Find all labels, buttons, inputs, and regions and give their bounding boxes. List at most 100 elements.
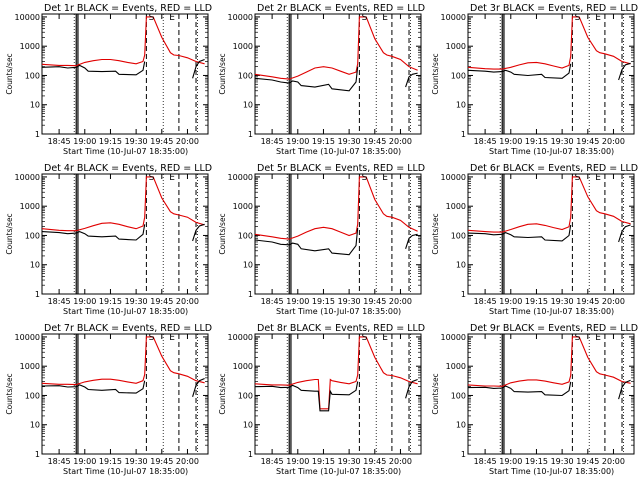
x-axis-label: Start Time (10-Jul-07 18:35:00)	[489, 467, 614, 476]
annotation-s: S	[149, 13, 155, 23]
x-tick-label: 19:30	[125, 137, 148, 146]
x-tick-label: 18:45	[48, 137, 71, 146]
chart-svg: Det 8r BLACK = Events, RED = LLD 1 10 100 10…	[218, 323, 425, 476]
chart-panel-5: Det 5r BLACK = Events, RED = LLD 1 10 100 10…	[213, 160, 426, 320]
series-line-lld	[41, 336, 205, 386]
series-line-lld	[254, 16, 418, 80]
x-tick-label: 19:45	[150, 137, 173, 146]
y-tick-label: 100	[25, 231, 40, 240]
annotation-e: E	[595, 13, 601, 23]
x-tick-label: 18:45	[474, 297, 497, 306]
plot-frame	[41, 173, 209, 295]
y-tick-label: 1	[461, 290, 466, 299]
series-line-events-end-	[618, 62, 631, 81]
annotation-s: S	[362, 333, 368, 343]
x-tick-label: 19:15	[99, 137, 122, 146]
chart-svg: Det 5r BLACK = Events, RED = LLD 1 10 100 10…	[218, 163, 425, 316]
y-tick-label: 1	[248, 290, 253, 299]
x-tick-label: 19:45	[363, 457, 386, 466]
x-tick-label: 19:30	[125, 457, 148, 466]
y-tick-label: 1	[35, 450, 40, 459]
x-axis-label: Start Time (10-Jul-07 18:35:00)	[276, 307, 401, 316]
series-line-lld	[467, 336, 631, 387]
chart-panel-1: Det 1r BLACK = Events, RED = LLD 1 10 100 10…	[0, 0, 213, 160]
chart-title: Det 6r BLACK = Events, RED = LLD	[470, 163, 638, 174]
y-tick-label: 100	[238, 231, 253, 240]
series-line-events-end-	[192, 223, 205, 242]
y-tick-label: 10000	[441, 173, 466, 182]
y-tick-label: 1000	[233, 42, 253, 51]
y-tick-label: 1000	[446, 362, 466, 371]
plot-frame	[254, 13, 422, 135]
annotation-e: E	[595, 333, 601, 343]
y-tick-label: 1	[248, 450, 253, 459]
x-axis-label: Start Time (10-Jul-07 18:35:00)	[63, 307, 188, 316]
x-tick-label: 19:15	[525, 457, 548, 466]
x-tick-label: 19:15	[525, 297, 548, 306]
x-tick-label: 20:00	[176, 137, 199, 146]
annotation-e: E	[382, 173, 388, 183]
chart-svg: Det 1r BLACK = Events, RED = LLD 1 10 100 10…	[5, 3, 212, 156]
x-tick-label: 18:45	[48, 297, 71, 306]
x-tick-label: 19:00	[499, 297, 522, 306]
plot-frame	[467, 173, 635, 295]
x-axis-label: Start Time (10-Jul-07 18:35:00)	[63, 467, 188, 476]
y-tick-label: 10000	[441, 13, 466, 22]
y-tick-label: 10	[243, 421, 253, 430]
y-tick-label: 100	[25, 71, 40, 80]
y-tick-label: 10	[456, 261, 466, 270]
y-tick-label: 100	[451, 231, 466, 240]
x-tick-label: 19:30	[551, 457, 574, 466]
chart-panel-8: Det 8r BLACK = Events, RED = LLD 1 10 100 10…	[213, 320, 426, 480]
x-axis-label: Start Time (10-Jul-07 18:35:00)	[276, 147, 401, 156]
y-axis-label: Counts/sec	[431, 213, 440, 254]
series-line-lld	[467, 176, 631, 233]
x-tick-label: 18:45	[261, 457, 284, 466]
y-axis-label: Counts/sec	[218, 373, 227, 414]
series-line-events	[467, 63, 572, 79]
annotation-s: S	[362, 173, 368, 183]
y-axis-label: Counts/sec	[218, 53, 227, 94]
y-axis-label: Counts/sec	[431, 53, 440, 94]
x-tick-label: 19:45	[150, 297, 173, 306]
chart-panel-4: Det 4r BLACK = Events, RED = LLD 1 10 100 10…	[0, 160, 213, 320]
chart-title: Det 8r BLACK = Events, RED = LLD	[257, 323, 425, 334]
x-tick-label: 19:45	[576, 137, 599, 146]
x-tick-label: 19:30	[125, 297, 148, 306]
series-line-lld	[467, 16, 631, 70]
y-tick-label: 10	[456, 101, 466, 110]
y-tick-label: 10000	[15, 173, 40, 182]
y-tick-label: 1	[35, 130, 40, 139]
x-tick-label: 20:00	[389, 297, 412, 306]
x-tick-label: 20:00	[602, 297, 625, 306]
x-tick-label: 19:00	[286, 457, 309, 466]
chart-title: Det 1r BLACK = Events, RED = LLD	[44, 3, 212, 14]
y-axis-label: Counts/sec	[5, 53, 14, 94]
chart-panel-3: Det 3r BLACK = Events, RED = LLD 1 10 100 10…	[426, 0, 639, 160]
x-tick-label: 19:00	[499, 137, 522, 146]
plot-frame	[41, 13, 209, 135]
y-tick-label: 10	[243, 101, 253, 110]
x-tick-label: 19:15	[99, 457, 122, 466]
y-tick-label: 1000	[446, 42, 466, 51]
x-tick-label: 20:00	[602, 457, 625, 466]
series-line-events	[467, 381, 572, 397]
x-tick-label: 19:00	[73, 137, 96, 146]
annotation-e: E	[595, 173, 601, 183]
x-tick-label: 20:00	[602, 137, 625, 146]
x-tick-label: 18:45	[261, 297, 284, 306]
series-line-lld	[254, 336, 418, 410]
series-line-events-end-	[192, 377, 205, 397]
y-tick-label: 100	[451, 71, 466, 80]
x-tick-label: 18:45	[474, 137, 497, 146]
y-tick-label: 10	[243, 261, 253, 270]
annotation-e: E	[169, 173, 175, 183]
x-tick-label: 20:00	[176, 457, 199, 466]
annotation-e: E	[169, 333, 175, 343]
x-tick-label: 18:45	[474, 457, 497, 466]
series-line-lld	[41, 176, 205, 232]
series-line-events-end-	[405, 72, 418, 88]
series-line-lld	[254, 176, 418, 240]
y-tick-label: 100	[238, 71, 253, 80]
chart-panel-7: Det 7r BLACK = Events, RED = LLD 1 10 100 10…	[0, 320, 213, 480]
